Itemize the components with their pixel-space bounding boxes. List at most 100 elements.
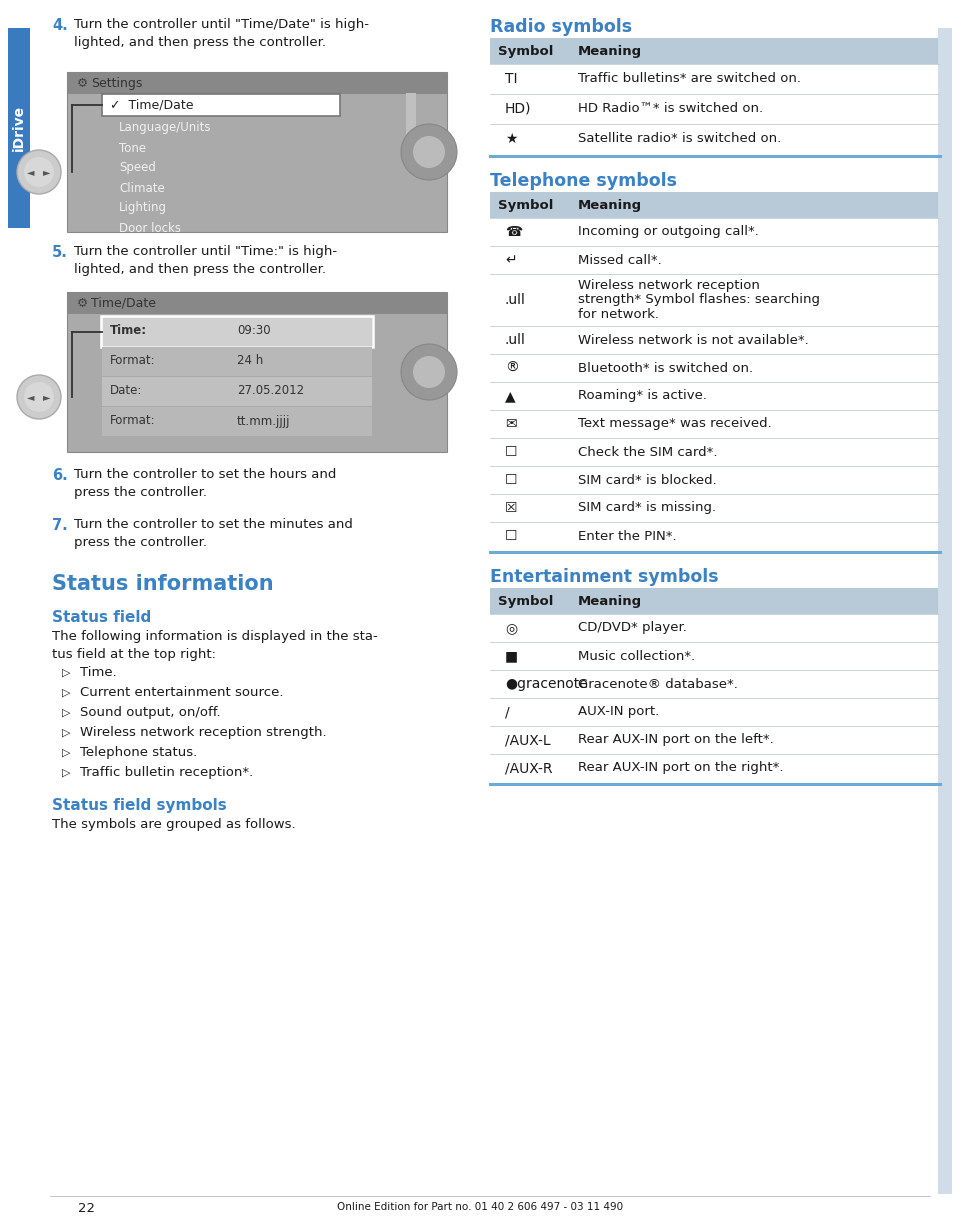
FancyBboxPatch shape <box>102 407 372 436</box>
Text: /AUX-R: /AUX-R <box>505 761 553 775</box>
FancyBboxPatch shape <box>67 72 447 94</box>
Text: Turn the controller to set the hours and
press the controller.: Turn the controller to set the hours and… <box>74 468 336 499</box>
Text: ↵: ↵ <box>505 253 516 266</box>
FancyBboxPatch shape <box>938 28 952 1194</box>
Text: ▷: ▷ <box>62 688 70 698</box>
Text: Time/Date: Time/Date <box>91 297 156 309</box>
FancyBboxPatch shape <box>102 316 372 346</box>
Text: Telephone symbols: Telephone symbols <box>490 172 677 189</box>
Text: Telephone status.: Telephone status. <box>80 745 197 759</box>
Circle shape <box>24 382 54 412</box>
Text: Traffic bulletins* are switched on.: Traffic bulletins* are switched on. <box>578 72 801 86</box>
Circle shape <box>24 156 54 187</box>
Text: ■: ■ <box>505 649 518 664</box>
Text: Symbol: Symbol <box>498 198 553 211</box>
Text: Gracenote® database*.: Gracenote® database*. <box>578 677 738 690</box>
Text: tt.mm.jjjj: tt.mm.jjjj <box>237 414 291 428</box>
Text: Radio symbols: Radio symbols <box>490 18 632 35</box>
Text: Speed: Speed <box>119 161 156 175</box>
Text: Wireless network is not available*.: Wireless network is not available*. <box>578 334 808 347</box>
FancyBboxPatch shape <box>67 292 447 452</box>
Text: Date:: Date: <box>110 385 142 397</box>
Text: Turn the controller until "Time/Date" is high-
lighted, and then press the contr: Turn the controller until "Time/Date" is… <box>74 18 369 49</box>
Text: 09:30: 09:30 <box>237 325 271 337</box>
Text: Text message* was received.: Text message* was received. <box>578 418 772 430</box>
FancyBboxPatch shape <box>406 93 416 134</box>
Text: ☐: ☐ <box>505 473 517 488</box>
Text: Enter the PIN*.: Enter the PIN*. <box>578 529 677 543</box>
Text: ☐: ☐ <box>505 445 517 459</box>
Text: SIM card* is missing.: SIM card* is missing. <box>578 501 716 514</box>
Text: 6.: 6. <box>52 468 68 483</box>
Text: ★: ★ <box>505 132 517 145</box>
Text: Missed call*.: Missed call*. <box>578 253 661 266</box>
Text: ●gracenote: ●gracenote <box>505 677 588 690</box>
Text: ▷: ▷ <box>62 708 70 719</box>
Text: ▷: ▷ <box>62 748 70 758</box>
Text: ▷: ▷ <box>62 668 70 678</box>
Text: /AUX-L: /AUX-L <box>505 733 551 747</box>
Text: HD): HD) <box>505 101 532 116</box>
Text: Traffic bulletin reception*.: Traffic bulletin reception*. <box>80 766 253 778</box>
Text: Format:: Format: <box>110 414 156 428</box>
Text: Status field: Status field <box>52 610 152 624</box>
Text: ⚙: ⚙ <box>77 297 88 309</box>
Text: ►: ► <box>43 167 51 177</box>
Text: Language/Units: Language/Units <box>119 121 211 134</box>
Text: Satellite radio* is switched on.: Satellite radio* is switched on. <box>578 132 781 145</box>
Circle shape <box>413 356 445 389</box>
Text: ✓  Time/Date: ✓ Time/Date <box>110 99 194 111</box>
Text: 7.: 7. <box>52 518 68 533</box>
FancyBboxPatch shape <box>490 38 940 64</box>
Text: Wireless network reception strength.: Wireless network reception strength. <box>80 726 326 739</box>
Circle shape <box>401 345 457 400</box>
Text: 5.: 5. <box>52 244 68 260</box>
Text: Status information: Status information <box>52 574 274 594</box>
Text: Entertainment symbols: Entertainment symbols <box>490 568 719 587</box>
FancyBboxPatch shape <box>67 72 447 232</box>
Text: ⚙: ⚙ <box>77 77 88 89</box>
Text: /: / <box>505 705 510 719</box>
Text: ✉: ✉ <box>505 417 516 431</box>
Text: HD Radio™* is switched on.: HD Radio™* is switched on. <box>578 103 763 116</box>
Text: Symbol: Symbol <box>498 44 553 57</box>
FancyBboxPatch shape <box>102 94 340 116</box>
Text: Roaming* is active.: Roaming* is active. <box>578 390 707 402</box>
Text: Music collection*.: Music collection*. <box>578 650 695 662</box>
Text: The symbols are grouped as follows.: The symbols are grouped as follows. <box>52 818 296 831</box>
Text: ◎: ◎ <box>505 621 517 635</box>
Text: Meaning: Meaning <box>578 198 642 211</box>
FancyBboxPatch shape <box>67 292 447 314</box>
Text: Turn the controller until "Time:" is high-
lighted, and then press the controlle: Turn the controller until "Time:" is hig… <box>74 244 337 276</box>
Text: Climate: Climate <box>119 182 165 194</box>
Text: .ull: .ull <box>505 334 526 347</box>
Text: .ull: .ull <box>505 293 526 307</box>
FancyBboxPatch shape <box>8 28 30 229</box>
Circle shape <box>17 150 61 194</box>
Text: ☎: ☎ <box>505 225 522 240</box>
Text: ◄: ◄ <box>27 392 35 402</box>
FancyBboxPatch shape <box>102 347 372 376</box>
Text: Meaning: Meaning <box>578 44 642 57</box>
Text: Wireless network reception
strength* Symbol flashes: searching
for network.: Wireless network reception strength* Sym… <box>578 279 820 321</box>
Text: ▷: ▷ <box>62 728 70 738</box>
Text: iDrive: iDrive <box>12 105 26 152</box>
Text: 22: 22 <box>78 1202 95 1215</box>
Text: Tone: Tone <box>119 142 146 154</box>
Text: ®: ® <box>505 360 518 375</box>
Text: Time.: Time. <box>80 666 117 679</box>
Text: Lighting: Lighting <box>119 202 167 215</box>
FancyBboxPatch shape <box>490 192 940 218</box>
Text: Symbol: Symbol <box>498 594 553 607</box>
FancyBboxPatch shape <box>490 588 940 613</box>
Text: AUX-IN port.: AUX-IN port. <box>578 705 660 719</box>
FancyBboxPatch shape <box>102 378 372 406</box>
Text: Online Edition for Part no. 01 40 2 606 497 - 03 11 490: Online Edition for Part no. 01 40 2 606 … <box>337 1202 623 1212</box>
Text: 27.05.2012: 27.05.2012 <box>237 385 304 397</box>
Text: Time:: Time: <box>110 325 147 337</box>
Text: ◄: ◄ <box>27 167 35 177</box>
Text: Bluetooth* is switched on.: Bluetooth* is switched on. <box>578 362 754 374</box>
Text: Rear AUX-IN port on the left*.: Rear AUX-IN port on the left*. <box>578 733 774 747</box>
Circle shape <box>413 136 445 167</box>
Text: Status field symbols: Status field symbols <box>52 798 227 813</box>
